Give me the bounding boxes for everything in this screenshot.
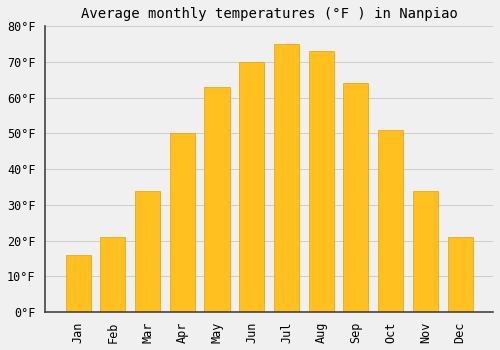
Bar: [274, 44, 299, 312]
Bar: [100, 237, 126, 312]
Bar: [308, 51, 334, 312]
Bar: [239, 62, 264, 312]
Bar: [170, 133, 195, 312]
Bar: [344, 83, 368, 312]
Bar: [413, 190, 438, 312]
Title: Average monthly temperatures (°F ) in Nanpiao: Average monthly temperatures (°F ) in Na…: [80, 7, 458, 21]
Bar: [378, 130, 403, 312]
Bar: [448, 237, 472, 312]
Bar: [135, 190, 160, 312]
Bar: [204, 87, 230, 312]
Bar: [66, 255, 90, 312]
